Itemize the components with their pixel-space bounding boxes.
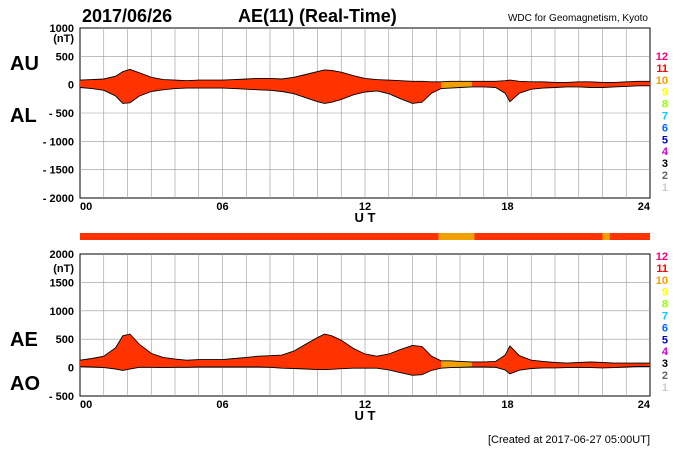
- au-al-y-tick-label: 500: [56, 51, 74, 63]
- ae-ao-y-tick-label: - 500: [49, 391, 74, 403]
- ae-ao-y-tick-label: 0: [68, 363, 74, 375]
- ae-ao-station-scale-label: 6: [662, 322, 668, 334]
- au-al-x-axis-label: U T: [355, 210, 376, 225]
- au-al-station-scale-label: 11: [656, 63, 668, 75]
- ae-ao-x-tick-label: 12: [359, 399, 371, 411]
- au-al-station-scale-label: 5: [662, 134, 668, 146]
- au-al-fill-area: [80, 69, 650, 104]
- ae-ao-series-line-ao: [79, 366, 650, 376]
- ae-ao-station-scale-label: 5: [662, 334, 668, 346]
- ae-ao-x-tick-label: 00: [80, 399, 92, 411]
- ae-ao-x-tick-label: 18: [501, 399, 513, 411]
- ae-ao-y-tick-label: 2000: [50, 249, 74, 261]
- au-al-station-scale-label: 7: [662, 111, 668, 123]
- au-al-tick-labels: 1000 500 0 - 500 - 1000 - 1500 - 2000 00 06 12 18 2…: [43, 23, 651, 213]
- au-al-unit-label: (nT): [53, 33, 74, 45]
- ae-ao-tick-labels: 2000 1500 1000 500 0 - 500 00 06 12 18 24: [49, 249, 651, 411]
- ae-ao-station-scale-label: 12: [656, 251, 668, 263]
- date-label: 2017/06/26: [82, 6, 172, 26]
- ae-ao-marks: [79, 333, 650, 376]
- ae-ao-y-tick-label: 1000: [50, 306, 74, 318]
- ae-ao-station-scale-label: 10: [656, 275, 668, 287]
- au-al-station-scale-label: 10: [656, 75, 668, 87]
- au-al-marks: [79, 68, 650, 104]
- au-al-y-tick-label: - 2000: [43, 193, 74, 205]
- au-al-station-scale-label: 9: [662, 87, 668, 99]
- au-al-y-tick-label: - 500: [49, 108, 74, 120]
- ae-ao-fill-area: [80, 334, 650, 376]
- station-bar-segment: [602, 233, 610, 240]
- ae-ao-station-scale-label: 3: [662, 358, 668, 370]
- ae-ao-station-scale-label: 4: [662, 346, 669, 358]
- au-al-station-scale-label: 3: [662, 158, 668, 170]
- au-al-y-tick-label: 1000: [50, 23, 74, 35]
- ae-ao-y-tick-label: 500: [56, 334, 74, 346]
- au-al-y-tick-label: - 1000: [43, 136, 74, 148]
- au-al-station-scale-label: 8: [662, 99, 668, 111]
- au-al-station-scale-label: 4: [662, 146, 669, 158]
- au-al-x-tick-label: 24: [638, 201, 651, 213]
- ae-ao-station-scale-label: 2: [662, 370, 668, 382]
- station-bar-segment: [474, 233, 603, 240]
- ae-ao-grid: [80, 254, 650, 396]
- ae-ao-station-scale-label: 8: [662, 299, 668, 311]
- station-bar-segment: [80, 233, 439, 240]
- station-count-bar: [80, 233, 650, 240]
- ae-ao-series-line-ae: [79, 333, 650, 364]
- au-al-station-scale-label: 12: [656, 51, 668, 63]
- ae-ao-partial-coverage-area: [441, 360, 472, 369]
- ae-ao-x-tick-label: 06: [216, 399, 228, 411]
- au-al-station-scale-label: 2: [662, 170, 668, 182]
- au-al-x-tick-label: 12: [359, 201, 371, 213]
- au-al-series-line-al: [79, 85, 650, 104]
- au-al-partial-coverage-area: [441, 81, 472, 89]
- au-al-grid: [80, 28, 650, 198]
- source-label: WDC for Geomagnetism, Kyoto: [508, 13, 648, 24]
- ae-ao-x-axis-label: U T: [355, 408, 376, 423]
- ae-ao-unit-label: (nT): [53, 263, 74, 275]
- station-bar-segment: [438, 233, 475, 240]
- ae-ao-x-tick-label: 24: [638, 399, 651, 411]
- au-al-y-tick-label: 0: [68, 80, 74, 92]
- station-bar-segment: [609, 233, 650, 240]
- ae-ao-station-scale-label: 11: [656, 263, 668, 275]
- ae-ao-station-scale-label: 7: [662, 311, 668, 323]
- au-side-label: AU: [10, 53, 39, 75]
- ae-side-label: AE: [10, 329, 38, 351]
- au-al-x-tick-label: 06: [216, 201, 228, 213]
- au-al-x-tick-label: 00: [80, 201, 92, 213]
- chart-title: AE(11) (Real-Time): [238, 6, 397, 26]
- au-al-x-tick-label: 18: [501, 201, 513, 213]
- al-side-label: AL: [10, 105, 37, 127]
- ae-ao-station-scale-label: 1: [662, 382, 668, 394]
- ae-ao-station-scale-label: 9: [662, 287, 668, 299]
- au-al-y-tick-label: - 1500: [43, 165, 74, 177]
- created-timestamp: [Created at 2017-06-27 05:00UT]: [488, 434, 650, 446]
- ao-side-label: AO: [10, 373, 40, 395]
- ae-ao-y-tick-label: 1500: [50, 277, 74, 289]
- au-al-station-scale-label: 1: [662, 182, 668, 194]
- au-al-station-scale-label: 6: [662, 122, 668, 134]
- au-al-series-line-au: [79, 68, 650, 83]
